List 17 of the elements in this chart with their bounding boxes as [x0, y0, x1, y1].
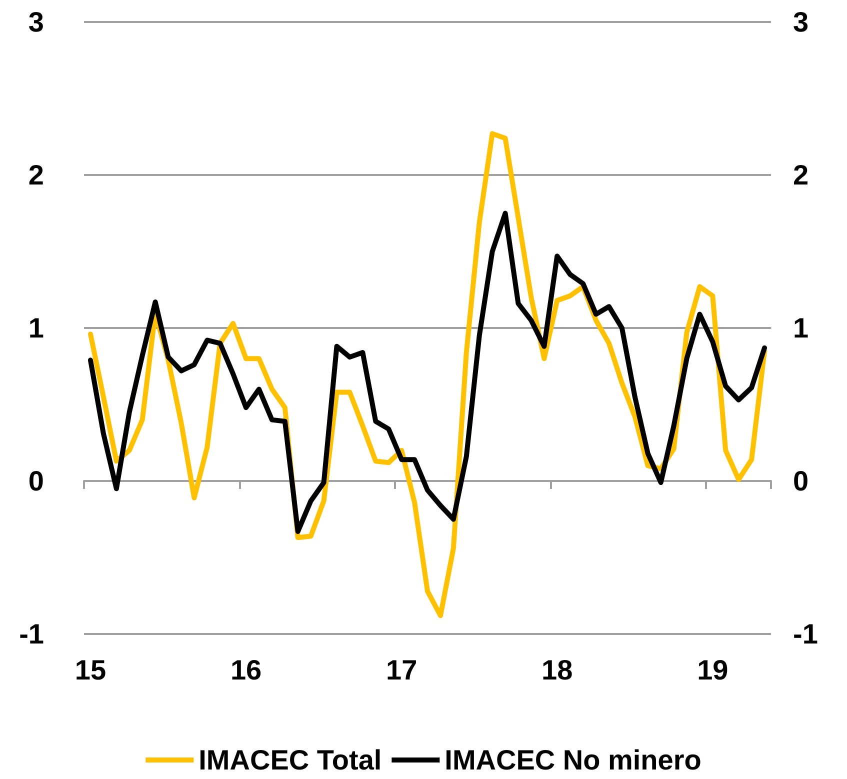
x-tick-label: 18: [542, 654, 573, 686]
y2-tick-label: -1: [793, 618, 818, 650]
y-tick-label: -1: [19, 618, 44, 650]
y-tick-label: 2: [28, 160, 44, 190]
y-tick-label: 1: [28, 312, 44, 344]
x-tick-label: 15: [74, 654, 106, 686]
legend-label: IMACEC No minero: [444, 744, 702, 776]
x-tick-label: 16: [230, 654, 262, 686]
x-tick-label: 17: [386, 654, 418, 686]
x-tick-label: 19: [697, 654, 728, 686]
y-tick-label: 3: [28, 6, 44, 38]
legend-label: IMACEC Total: [198, 744, 382, 776]
y2-tick-label: 2: [793, 160, 809, 190]
y2-tick-label: 1: [793, 312, 809, 344]
y-tick-label: 0: [28, 466, 44, 496]
y2-tick-label: 3: [793, 6, 809, 38]
y2-tick-label: 0: [793, 466, 809, 496]
